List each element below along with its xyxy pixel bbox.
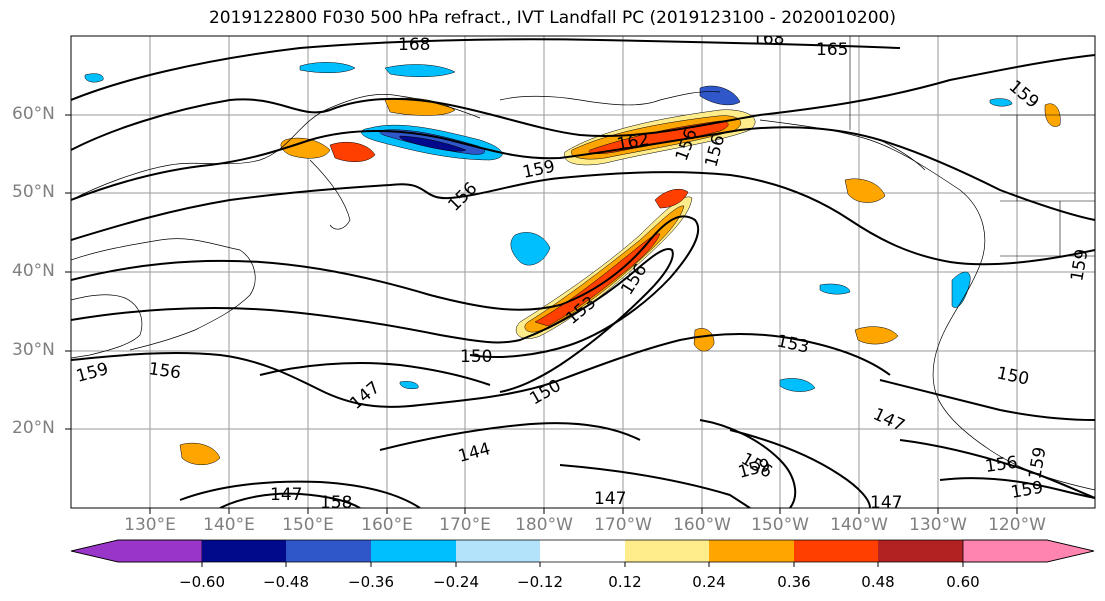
colorbar-tick-label: −0.48 — [263, 573, 309, 591]
map-title: 2019122800 F030 500 hPa refract., IVT La… — [208, 8, 896, 28]
contour-label: 156 — [147, 359, 182, 383]
lon-label: 120°W — [988, 515, 1046, 535]
lon-label: 170°W — [594, 515, 652, 535]
lon-label: 130°W — [909, 515, 967, 535]
contour-label: 165 — [816, 40, 848, 60]
lat-label: 30°N — [12, 340, 55, 360]
lon-label: 160°E — [361, 515, 413, 535]
lat-label: 20°N — [12, 418, 55, 438]
lon-label: 130°E — [124, 515, 176, 535]
contour-label: 156 — [984, 453, 1019, 477]
colorbar-tick-label: −0.12 — [517, 573, 563, 591]
lon-label: 150°W — [751, 515, 809, 535]
shaded-anomalies — [84, 62, 1061, 465]
coastlines — [71, 91, 1095, 491]
colorbar-tick-label: −0.24 — [433, 573, 479, 591]
colorbar-tick-label: 0.48 — [861, 573, 895, 591]
contour-label: 168 — [752, 29, 784, 49]
contour-label: 147 — [270, 485, 302, 505]
colorbar — [70, 539, 1095, 567]
colorbar-tick-label: 0.24 — [692, 573, 726, 591]
contour-label: 158 — [320, 493, 352, 513]
lat-ticks — [65, 114, 71, 430]
colorbar-tick-label: 0.60 — [946, 573, 980, 591]
lon-label: 160°W — [673, 515, 731, 535]
lon-label: 170°E — [439, 515, 491, 535]
lon-label: 140°W — [830, 515, 888, 535]
height-contours — [71, 38, 1095, 508]
colorbar-tick-label: −0.36 — [348, 573, 394, 591]
lat-label: 50°N — [12, 182, 55, 202]
lon-label: 180°W — [515, 515, 573, 535]
colorbar-tick-label: 0.12 — [608, 573, 642, 591]
map-plot-area: 168 168 165 159 159 162 156 156 156 153 … — [71, 29, 1095, 513]
contour-label: 168 — [398, 35, 430, 55]
contour-label: 150 — [460, 347, 492, 367]
lon-ticks — [149, 508, 1018, 514]
colorbar-extend-low — [70, 539, 203, 563]
lat-label: 40°N — [12, 261, 55, 281]
contour-label: 147 — [870, 493, 902, 513]
contour-label: 147 — [594, 489, 626, 509]
lon-label: 140°E — [203, 515, 255, 535]
colorbar-extend-high — [962, 539, 1095, 563]
colorbar-tick-label: 0.36 — [777, 573, 811, 591]
colorbar-tick-label: −0.60 — [179, 573, 225, 591]
lat-label: 60°N — [12, 104, 55, 124]
lon-label: 150°E — [282, 515, 334, 535]
